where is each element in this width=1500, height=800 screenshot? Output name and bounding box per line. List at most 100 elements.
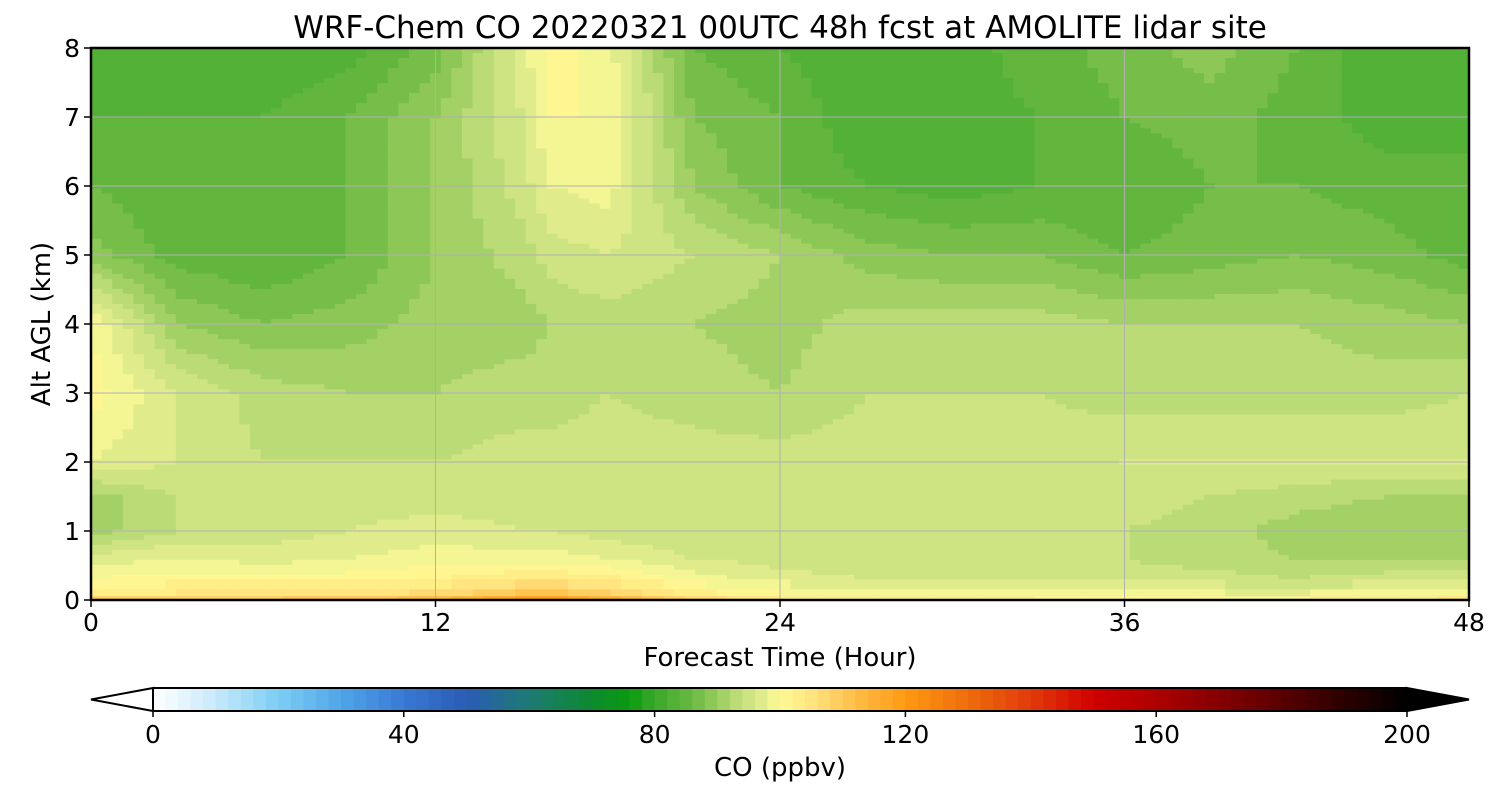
heatmap-cell bbox=[1204, 148, 1216, 154]
heatmap-cell bbox=[271, 198, 283, 205]
heatmap-cell bbox=[144, 143, 156, 149]
heatmap-cell bbox=[705, 58, 717, 64]
heatmap-cell bbox=[1214, 193, 1226, 200]
heatmap-cell bbox=[854, 213, 866, 220]
heatmap-cell bbox=[663, 73, 675, 79]
heatmap-cell bbox=[324, 48, 336, 54]
heatmap-cell bbox=[1267, 78, 1279, 84]
heatmap-cell bbox=[207, 203, 219, 210]
heatmap-cell bbox=[790, 98, 802, 104]
heatmap-cell bbox=[928, 93, 940, 99]
heatmap-cell bbox=[419, 148, 431, 154]
heatmap-cell bbox=[493, 223, 505, 230]
heatmap-cell bbox=[419, 233, 431, 240]
heatmap-cell bbox=[1267, 83, 1279, 89]
heatmap-cell bbox=[419, 143, 431, 149]
heatmap-cell bbox=[1310, 123, 1322, 129]
heatmap-cell bbox=[112, 58, 124, 64]
heatmap-cell bbox=[1310, 158, 1322, 165]
heatmap-cell bbox=[854, 168, 866, 175]
heatmap-cell bbox=[419, 218, 431, 225]
heatmap-cell bbox=[727, 128, 739, 134]
heatmap-cell bbox=[610, 83, 622, 89]
heatmap-cell bbox=[1172, 118, 1184, 124]
heatmap-cell bbox=[599, 53, 611, 59]
heatmap-cell bbox=[960, 83, 972, 89]
heatmap-cell bbox=[864, 48, 876, 54]
heatmap-cell bbox=[377, 138, 389, 144]
heatmap-cell bbox=[334, 88, 346, 94]
heatmap-cell bbox=[472, 73, 484, 79]
heatmap-cell bbox=[684, 83, 696, 89]
heatmap-cell bbox=[992, 113, 1004, 119]
heatmap-cell bbox=[398, 48, 410, 54]
heatmap-cell bbox=[599, 98, 611, 104]
heatmap-cell bbox=[684, 53, 696, 59]
heatmap-cell bbox=[1066, 68, 1078, 74]
heatmap-cell bbox=[409, 103, 421, 109]
heatmap-cell bbox=[674, 48, 686, 54]
heatmap-cell bbox=[1416, 158, 1428, 165]
heatmap-cell bbox=[896, 228, 908, 235]
heatmap-cell bbox=[1257, 153, 1269, 159]
heatmap-cell bbox=[133, 118, 145, 124]
heatmap-cell bbox=[250, 193, 262, 200]
heatmap-cell bbox=[387, 113, 399, 119]
heatmap-cell bbox=[260, 118, 272, 124]
heatmap-cell bbox=[377, 108, 389, 114]
heatmap-cell bbox=[250, 203, 262, 210]
heatmap-cell bbox=[970, 163, 982, 170]
heatmap-cell bbox=[684, 88, 696, 94]
heatmap-cell bbox=[589, 208, 601, 215]
heatmap-cell bbox=[165, 53, 177, 59]
heatmap-cell bbox=[610, 143, 622, 149]
heatmap-cell bbox=[1394, 168, 1406, 175]
heatmap-cell bbox=[1267, 63, 1279, 69]
heatmap-cell bbox=[1076, 218, 1088, 225]
heatmap-cell bbox=[165, 208, 177, 215]
heatmap-cell bbox=[589, 178, 601, 185]
heatmap-cell bbox=[1394, 208, 1406, 215]
heatmap-cell bbox=[419, 138, 431, 144]
heatmap-cell bbox=[1129, 53, 1141, 59]
heatmap-cell bbox=[1002, 233, 1014, 240]
heatmap-cell bbox=[716, 108, 728, 114]
heatmap-cell bbox=[674, 83, 686, 89]
heatmap-cell bbox=[144, 53, 156, 59]
heatmap-cell bbox=[960, 178, 972, 185]
heatmap-cell bbox=[1204, 88, 1216, 94]
heatmap-cell bbox=[917, 188, 929, 195]
heatmap-cell bbox=[239, 123, 251, 129]
heatmap-cell bbox=[483, 238, 495, 245]
heatmap-cell bbox=[716, 218, 728, 225]
heatmap-cell bbox=[1267, 193, 1279, 200]
heatmap-cell bbox=[907, 113, 919, 119]
heatmap-cell bbox=[186, 53, 198, 59]
heatmap-cell bbox=[1140, 188, 1152, 195]
heatmap-cell bbox=[822, 218, 834, 225]
heatmap-cell bbox=[822, 178, 834, 185]
heatmap-cell bbox=[144, 188, 156, 195]
heatmap-cell bbox=[1182, 148, 1194, 154]
heatmap-cell bbox=[144, 203, 156, 210]
heatmap-cell bbox=[1204, 93, 1216, 99]
heatmap-cell bbox=[737, 113, 749, 119]
heatmap-cell bbox=[1257, 148, 1269, 154]
heatmap-cell bbox=[377, 173, 389, 180]
heatmap-cell bbox=[631, 128, 643, 134]
heatmap-cell bbox=[1341, 218, 1353, 225]
heatmap-cell bbox=[207, 138, 219, 144]
heatmap-cell bbox=[568, 83, 580, 89]
heatmap-cell bbox=[515, 153, 527, 159]
heatmap-cell bbox=[1108, 178, 1120, 185]
heatmap-cell bbox=[801, 53, 813, 59]
heatmap-cell bbox=[271, 118, 283, 124]
heatmap-cell bbox=[1341, 93, 1353, 99]
heatmap-cell bbox=[536, 48, 548, 54]
heatmap-cell bbox=[737, 48, 749, 54]
heatmap-cell bbox=[1076, 208, 1088, 215]
heatmap-cell bbox=[1151, 93, 1163, 99]
heatmap-cell bbox=[1182, 198, 1194, 205]
heatmap-cell bbox=[811, 48, 823, 54]
heatmap-cell bbox=[1246, 178, 1258, 185]
